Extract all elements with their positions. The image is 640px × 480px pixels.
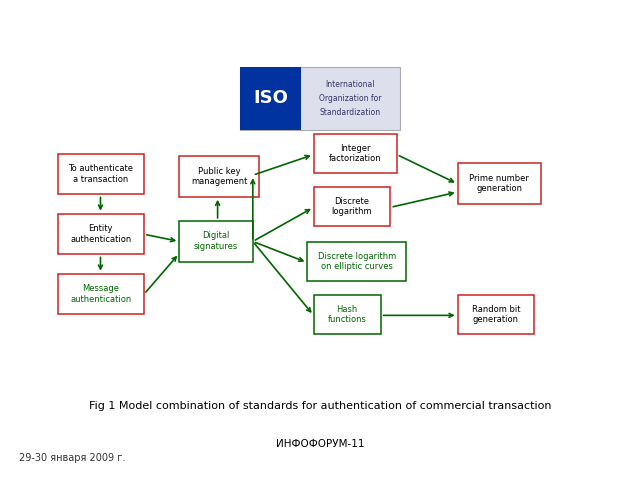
FancyBboxPatch shape <box>314 187 390 226</box>
Text: Discrete logarithm
on elliptic curves: Discrete logarithm on elliptic curves <box>317 252 396 271</box>
Text: Organization for: Organization for <box>319 94 381 103</box>
Text: Fig 1 Model combination of standards for authentication of commercial transactio: Fig 1 Model combination of standards for… <box>89 401 551 410</box>
Text: 29-30 января 2009 г.: 29-30 января 2009 г. <box>19 454 125 463</box>
FancyBboxPatch shape <box>58 274 144 314</box>
FancyBboxPatch shape <box>179 221 253 262</box>
FancyBboxPatch shape <box>458 295 534 334</box>
Text: Discrete
logarithm: Discrete logarithm <box>332 197 372 216</box>
FancyBboxPatch shape <box>179 156 259 197</box>
FancyBboxPatch shape <box>240 67 400 130</box>
Text: Entity
authentication: Entity authentication <box>70 224 131 244</box>
Text: International: International <box>326 80 375 89</box>
Text: Public key
management: Public key management <box>191 167 248 186</box>
Text: To authenticate
a transaction: To authenticate a transaction <box>68 164 133 184</box>
FancyBboxPatch shape <box>240 67 301 130</box>
Text: Hash
functions: Hash functions <box>328 305 367 324</box>
FancyBboxPatch shape <box>314 134 397 173</box>
FancyBboxPatch shape <box>314 295 381 334</box>
Text: Standardization: Standardization <box>320 108 381 117</box>
Text: Integer
factorization: Integer factorization <box>329 144 381 163</box>
Text: ИНФОФОРУМ-11: ИНФОФОРУМ-11 <box>276 439 364 449</box>
Text: Prime number
generation: Prime number generation <box>469 174 529 193</box>
FancyBboxPatch shape <box>58 214 144 254</box>
FancyBboxPatch shape <box>307 242 406 281</box>
FancyBboxPatch shape <box>58 154 144 194</box>
Text: Message
authentication: Message authentication <box>70 284 131 304</box>
Text: Digital
signatures: Digital signatures <box>194 231 238 251</box>
Text: ISO: ISO <box>253 89 288 108</box>
Text: Random bit
generation: Random bit generation <box>472 305 520 324</box>
FancyBboxPatch shape <box>458 163 541 204</box>
